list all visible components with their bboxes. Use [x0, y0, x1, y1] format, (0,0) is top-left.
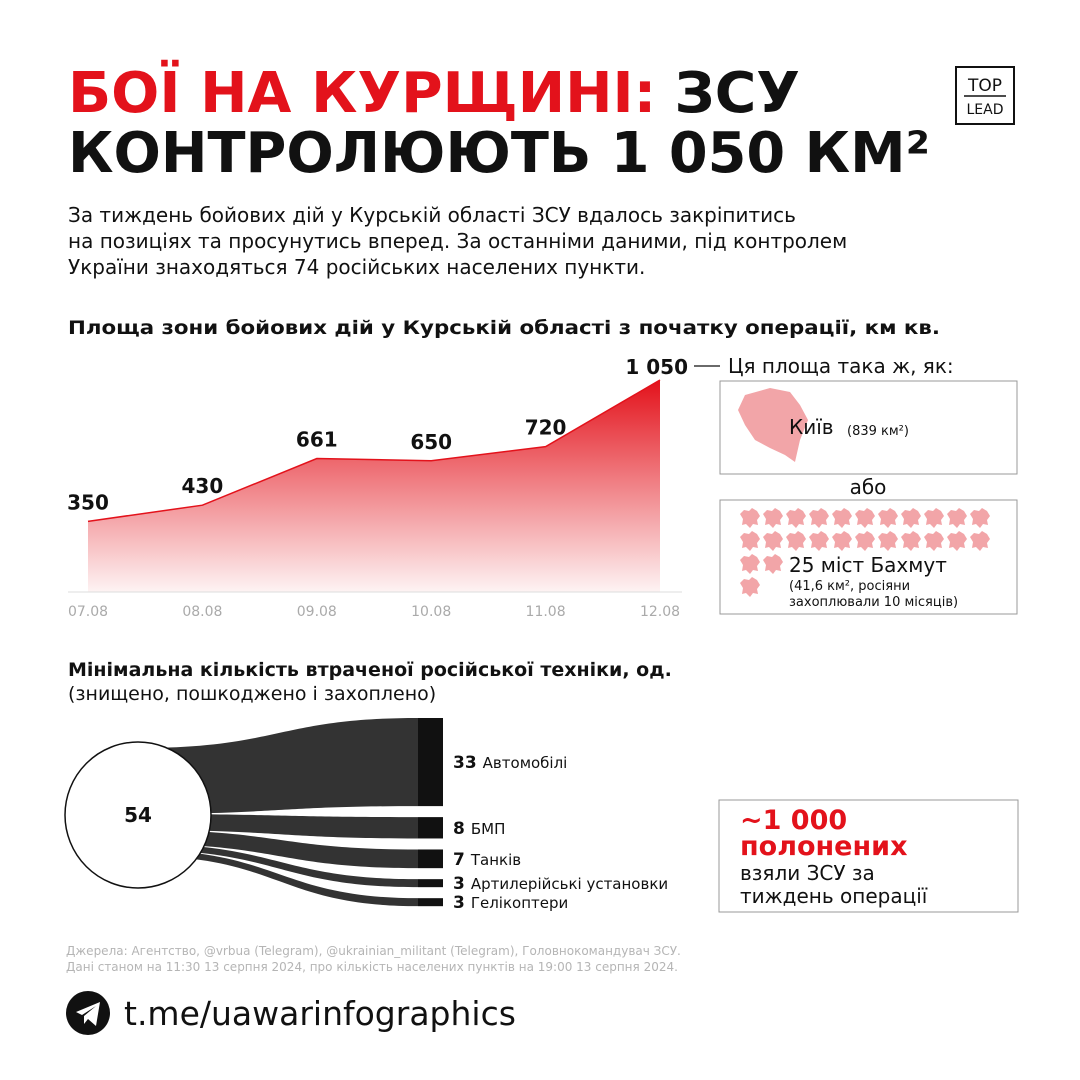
intro-line: України знаходяться 74 російських населе…	[68, 255, 645, 279]
comparison-lead: Ця площа така ж, як:	[728, 354, 954, 378]
flow-name: Артилерійські установки	[471, 875, 668, 893]
value-label: 661	[296, 428, 338, 452]
source-line: Джерела: Агентство, @vrbua (Telegram), @…	[66, 944, 681, 958]
flow	[140, 718, 418, 814]
bar	[418, 718, 443, 807]
flow-label: 8 БМП	[453, 819, 505, 839]
intro-line: За тиждень бойових дій у Курській област…	[68, 203, 796, 227]
or-label: або	[850, 475, 887, 499]
title-black: ЗСУ	[674, 61, 800, 126]
kyiv-shape	[738, 388, 808, 462]
value-label: 650	[410, 430, 452, 454]
telegram-plane	[76, 1002, 100, 1026]
footer-link[interactable]: t.me/uawarinfographics	[124, 994, 516, 1033]
value-label: 350	[67, 490, 109, 514]
flow	[140, 830, 418, 869]
prisoners-text: взяли ЗСУ за	[740, 861, 875, 885]
bakhmut-label: 25 міст Бахмут	[789, 553, 947, 577]
prisoners-text: тиждень операції	[740, 884, 928, 908]
value-label: 430	[182, 474, 224, 498]
line	[87, 379, 661, 523]
bar	[418, 849, 443, 869]
logo-top: TOP	[967, 76, 1002, 96]
x-tick-label: 12.08	[640, 604, 680, 620]
flow-value: 8	[453, 819, 465, 839]
area	[88, 380, 660, 592]
bar	[418, 879, 443, 888]
flow-label: 33 Автомобілі	[453, 753, 567, 773]
kyiv-area: (839 км²)	[847, 424, 909, 439]
flow-value: 7	[453, 850, 465, 870]
title-red: БОЇ НА КУРЩИНІ:	[68, 61, 656, 126]
x-tick-label: 09.08	[297, 604, 337, 620]
x-tick-label: 08.08	[182, 604, 222, 620]
kyiv-label: Київ	[789, 415, 834, 439]
total-label: 54	[124, 803, 152, 827]
intro-line: на позиціях та просунутись вперед. За ос…	[68, 229, 847, 253]
flow-name: Танків	[470, 851, 521, 869]
bakhmut-note: (41,6 км², росіяни	[789, 579, 910, 594]
title-line: КОНТРОЛЮЮТЬ 1 050 КМ²	[68, 121, 930, 186]
chart-subtitle: (знищено, пошкоджено і захоплено)	[68, 683, 436, 705]
flow	[140, 850, 418, 907]
flow	[140, 844, 418, 888]
value-label: 1 050	[625, 355, 688, 379]
bakhmut-note: захоплювали 10 місяців)	[789, 595, 958, 610]
x-tick-label: 07.08	[68, 604, 108, 620]
prisoners-box	[718, 799, 1019, 913]
flow-value: 3	[453, 893, 465, 913]
bar	[418, 898, 443, 907]
x-tick-label: 10.08	[411, 604, 451, 620]
value-label: 720	[525, 416, 567, 440]
prisoners-word: полонених	[740, 831, 907, 862]
prisoners-number: ~1 000	[740, 805, 847, 836]
logo-box	[955, 66, 1015, 125]
x-tick-label: 11.08	[526, 604, 566, 620]
sankey: 33 Автомобілі 8 БМП 7 Танків 3 Артилерійські ус…	[64, 718, 668, 913]
bar	[418, 817, 443, 839]
flow-label: 7 Танків	[453, 850, 521, 870]
total-circle	[64, 741, 212, 889]
logo-bottom: LEAD	[966, 102, 1003, 118]
source-line: Дані станом на 11:30 13 серпня 2024, про…	[66, 960, 678, 974]
flow-name: БМП	[471, 820, 506, 838]
title: БОЇ НА КУРЩИНІ: ЗСУ	[68, 61, 800, 126]
flow-name: Автомобілі	[483, 754, 568, 772]
flow-label: 3 Гелікоптери	[453, 893, 568, 913]
flow-value: 3	[453, 874, 465, 894]
chart-title: Площа зони бойових дій у Курській област…	[68, 317, 940, 339]
flow-value: 33	[453, 753, 477, 773]
flow-label: 3 Артилерійські установки	[453, 874, 668, 894]
chart-title: Мінімальна кількість втраченої російсько…	[68, 659, 672, 681]
flow-name: Гелікоптери	[471, 894, 568, 912]
